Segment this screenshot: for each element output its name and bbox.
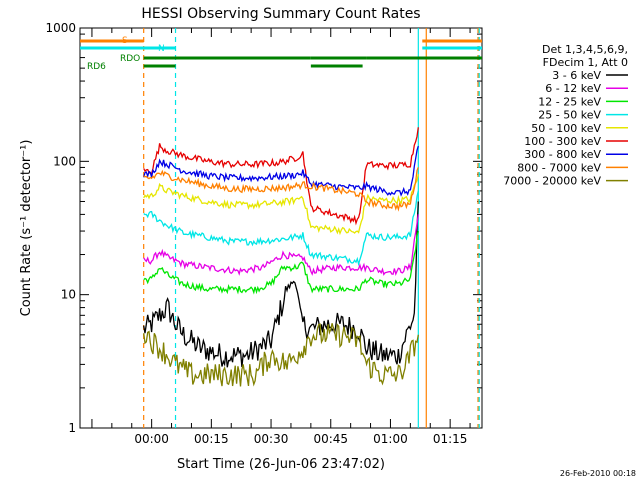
series-line (143, 190, 419, 267)
tick-marks (80, 28, 482, 429)
legend-entry-label: 100 - 300 keV (524, 135, 601, 148)
y-axis-label: Count Rate (s⁻¹ detector⁻¹) (19, 140, 34, 317)
legend-header: FDecim 1, Att 0 (543, 56, 628, 69)
legend-entry-label: 12 - 25 keV (538, 95, 601, 108)
mode-bar-label: RD6 (87, 62, 106, 72)
x-tick-label: 00:45 (313, 432, 348, 446)
mode-vlines (143, 28, 480, 428)
series-line (143, 127, 419, 226)
mode-bar-label: N (158, 44, 165, 54)
series-line (143, 174, 419, 236)
legend-entry-label: 800 - 7000 keV (517, 161, 601, 174)
plot-area (79, 27, 483, 429)
x-tick-label: 00:00 (134, 432, 169, 446)
mode-bar-label: S (122, 36, 128, 46)
y-tick-labels: 1 10 100 1000 (45, 21, 76, 435)
chart-title: HESSI Observing Summary Count Rates (141, 6, 420, 22)
x-tick-label: 01:00 (373, 432, 408, 446)
y-tick-label: 10 (61, 288, 76, 302)
series-line (143, 201, 419, 368)
series-line (143, 323, 419, 387)
x-axis-label: Start Time (26-Jun-06 23:47:02) (177, 457, 385, 472)
mode-bars: S N RDO RD6 (80, 36, 482, 72)
legend-entry-label: 25 - 50 keV (538, 109, 601, 122)
series-line (143, 214, 419, 277)
y-tick-label: 1 (68, 421, 76, 435)
series-line (143, 230, 419, 295)
x-tick-label: 00:15 (194, 432, 229, 446)
legend-header: Det 1,3,4,5,6,9, (542, 43, 628, 56)
series-group (143, 127, 419, 387)
x-tick-label: 00:30 (254, 432, 289, 446)
legend-entry-label: 3 - 6 keV (552, 69, 601, 82)
y-tick-label: 100 (53, 154, 76, 168)
legend-entry-label: 6 - 12 keV (545, 82, 601, 95)
mode-bar-label: RDO (120, 54, 140, 64)
footer-date: 26-Feb-2010 00:18 (560, 469, 636, 478)
x-tick-label: 01:15 (433, 432, 468, 446)
legend-entry-label: 7000 - 20000 keV (503, 175, 601, 188)
legend-entry-label: 50 - 100 keV (531, 122, 601, 135)
series-line (143, 167, 419, 212)
x-tick-labels: 00:00 00:15 00:30 00:45 01:00 01:15 (134, 432, 467, 446)
series-line (143, 145, 419, 197)
y-tick-label: 1000 (45, 21, 76, 35)
legend: Det 1,3,4,5,6,9,FDecim 1, Att 03 - 6 keV… (503, 43, 628, 188)
legend-entry-label: 300 - 800 keV (524, 148, 601, 161)
